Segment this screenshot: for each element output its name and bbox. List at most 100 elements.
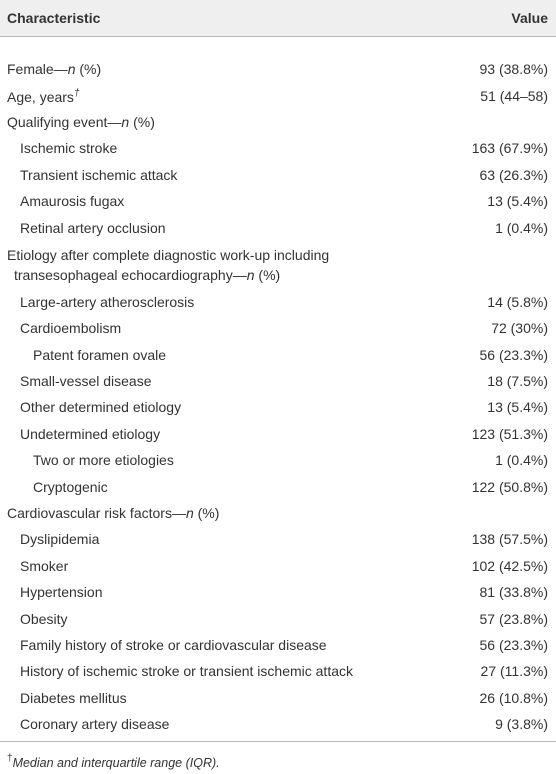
table-row: Amaurosis fugax 13 (5.4%) <box>0 188 556 214</box>
text-part: (%) <box>254 266 281 283</box>
row-value: 123 (51.3%) <box>471 425 548 442</box>
table-row: Diabetes mellitus 26 (10.8%) <box>0 685 556 711</box>
row-value: 18 (7.5%) <box>487 373 548 390</box>
text-part: (%) <box>75 61 102 78</box>
row-label: Smoker <box>0 556 437 576</box>
table-row: Other determined etiology 13 (5.4%) <box>0 394 556 420</box>
table-row: Smoker 102 (42.5%) <box>0 553 556 579</box>
text-part: Cryptogenic <box>33 478 108 495</box>
row-label: Retinal artery occlusion <box>0 218 437 238</box>
column-header: Value <box>511 10 548 26</box>
row-label: Age, years† <box>0 84 424 107</box>
text-part: Transient ischemic attack <box>20 166 178 183</box>
row-label: Hypertension <box>0 582 437 602</box>
row-label: Two or more etiologies <box>0 450 450 470</box>
table-row: Qualifying event—n (%) <box>0 109 556 135</box>
row-value: 9 (3.8%) <box>495 716 548 733</box>
table-row: Large-artery atherosclerosis 14 (5.8%) <box>0 289 556 315</box>
row-label: Transient ischemic attack <box>0 165 437 185</box>
table-row: Cryptogenic 122 (50.8%) <box>0 473 556 499</box>
table-body: Female—n (%) 93 (38.8%) Age, years† 51 (44–… <box>0 37 556 737</box>
row-label: Female—n (%) <box>0 59 424 79</box>
table-header: Characteristic Value <box>0 0 556 37</box>
table-row: Dyslipidemia 138 (57.5%) <box>0 526 556 552</box>
text-part: † <box>7 753 13 765</box>
table-row: Patent foramen ovale 56 (23.3%) <box>0 342 556 368</box>
table-row: Ischemic stroke 163 (67.9%) <box>0 135 556 161</box>
row-value: 56 (23.3%) <box>479 346 548 363</box>
row-label: Amaurosis fugax <box>0 191 437 211</box>
table-row: Undetermined etiology 123 (51.3%) <box>0 421 556 447</box>
row-label: Obesity <box>0 609 437 629</box>
text-part: Two or more etiologies <box>33 452 174 469</box>
table-row: Transient ischemic attack 63 (26.3%) <box>0 162 556 188</box>
text-part: n <box>121 113 130 130</box>
row-value: 13 (5.4%) <box>487 399 548 416</box>
text-part: Smoker <box>20 557 69 574</box>
row-label: Family history of stroke or cardiovascul… <box>0 635 437 655</box>
text-part: † <box>73 88 80 100</box>
row-value: 81 (33.8%) <box>479 584 548 601</box>
row-value: 51 (44–58) <box>480 87 548 104</box>
table-row: Cardioembolism 72 (30%) <box>0 315 556 341</box>
row-label: Small-vessel disease <box>0 371 437 391</box>
row-value: 93 (38.8%) <box>479 61 548 78</box>
row-value: 102 (42.5%) <box>471 557 548 574</box>
text-part: Patent foramen ovale <box>33 346 167 363</box>
table-row: Coronary artery disease 9 (3.8%) <box>0 711 556 737</box>
bottom-rule <box>0 741 556 743</box>
row-label: Qualifying event—n (%) <box>0 112 424 132</box>
row-label: Etiology after complete diagnostic work-… <box>0 245 424 285</box>
row-label: Ischemic stroke <box>0 138 437 158</box>
text-part: (%) <box>193 505 220 522</box>
row-value: 1 (0.4%) <box>495 452 548 469</box>
text-part: Median and interquartile range (IQR). <box>12 756 220 771</box>
footnote: †Median and interquartile range (IQR). <box>0 742 556 770</box>
row-label: Diabetes mellitus <box>0 688 437 708</box>
row-label: Patent foramen ovale <box>0 345 450 365</box>
row-value: 57 (23.8%) <box>479 610 548 627</box>
text-part: Ischemic stroke <box>20 140 118 157</box>
row-value: 163 (67.9%) <box>471 140 548 157</box>
row-label: Undetermined etiology <box>0 424 437 444</box>
text-part: Diabetes mellitus <box>20 689 127 706</box>
text-part: n <box>185 505 194 522</box>
text-part: Qualifying event— <box>7 113 122 130</box>
table-row: Cardiovascular risk factors—n (%) <box>0 500 556 526</box>
text-part: Cardiovascular risk factors— <box>7 505 186 522</box>
row-value: 14 (5.8%) <box>487 293 548 310</box>
row-value: 122 (50.8%) <box>471 478 548 495</box>
row-label: Dyslipidemia <box>0 529 437 549</box>
table-row: Hypertension 81 (33.8%) <box>0 579 556 605</box>
row-value: 27 (11.3%) <box>480 663 548 680</box>
table-row: Female—n (%) 93 (38.8%) <box>0 56 556 82</box>
text-part: Large-artery atherosclerosis <box>20 293 195 310</box>
table-row: Retinal artery occlusion 1 (0.4%) <box>0 214 556 240</box>
row-value: 56 (23.3%) <box>479 637 548 653</box>
row-label: Cardioembolism <box>0 318 437 338</box>
table-row: Etiology after complete diagnostic work-… <box>0 241 556 289</box>
text-part: Female— <box>7 61 68 78</box>
table-row: Age, years† 51 (44–58) <box>0 82 556 108</box>
row-label: Cardiovascular risk factors—n (%) <box>0 503 424 523</box>
table-row: History of ischemic stroke or transient … <box>0 658 556 684</box>
row-label: Cryptogenic <box>0 477 450 497</box>
text-part: n <box>67 61 76 78</box>
row-value: 26 (10.8%) <box>479 689 548 706</box>
text-part: (%) <box>129 113 155 130</box>
row-value: 1 (0.4%) <box>495 219 548 236</box>
row-label: Large-artery atherosclerosis <box>0 292 437 312</box>
text-part: Retinal artery occlusion <box>20 219 166 236</box>
table-row: Family history of stroke or cardiovascul… <box>0 632 556 658</box>
text-part: Obesity <box>20 610 68 627</box>
row-value: 138 (57.5%) <box>471 531 548 548</box>
row-label: History of ischemic stroke or transient … <box>0 661 437 681</box>
column-header: Characteristic <box>7 10 101 26</box>
text-part: Dyslipidemia <box>20 531 100 548</box>
row-value: 13 (5.4%) <box>487 193 548 210</box>
text-part: n <box>246 266 255 283</box>
text-part: Small-vessel disease <box>20 373 152 390</box>
text-part: Undetermined etiology <box>20 425 161 442</box>
row-label: Other determined etiology <box>0 397 437 417</box>
